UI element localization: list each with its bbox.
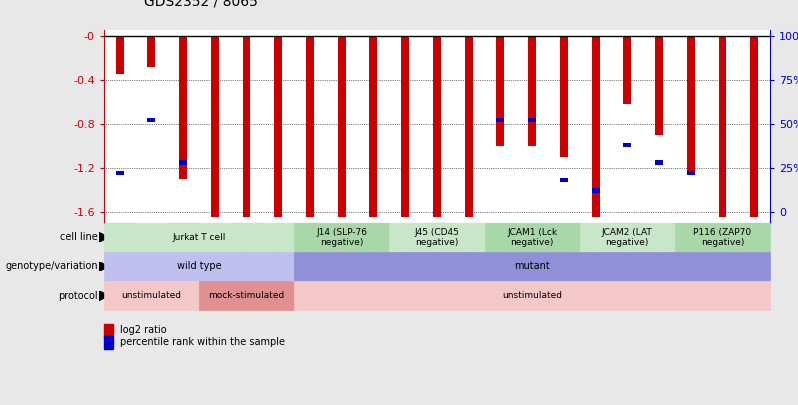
Polygon shape <box>99 262 109 271</box>
Bar <box>464 36 472 217</box>
Bar <box>623 143 631 147</box>
Bar <box>687 171 695 175</box>
Bar <box>591 188 599 193</box>
Text: P116 (ZAP70
negative): P116 (ZAP70 negative) <box>693 228 752 247</box>
Text: wild type: wild type <box>176 262 221 271</box>
Text: J14 (SLP-76
negative): J14 (SLP-76 negative) <box>316 228 367 247</box>
Bar <box>560 36 568 157</box>
Bar <box>750 36 758 217</box>
Text: J45 (CD45
negative): J45 (CD45 negative) <box>414 228 460 247</box>
Bar <box>623 36 631 104</box>
Bar <box>148 118 156 122</box>
Bar <box>560 178 568 182</box>
Text: genotype/variation: genotype/variation <box>6 262 98 271</box>
Bar <box>306 36 314 217</box>
Bar <box>528 118 536 122</box>
Bar <box>433 36 440 217</box>
Text: mock-stimulated: mock-stimulated <box>208 291 285 300</box>
Bar <box>655 160 663 165</box>
Bar <box>275 36 282 217</box>
Text: percentile rank within the sample: percentile rank within the sample <box>120 337 285 347</box>
Bar <box>243 36 251 217</box>
Text: protocol: protocol <box>58 291 98 301</box>
Bar <box>369 36 377 217</box>
Bar <box>148 36 156 67</box>
Polygon shape <box>99 291 109 301</box>
Polygon shape <box>99 232 109 242</box>
Bar <box>211 36 219 217</box>
Bar <box>591 36 599 217</box>
Text: JCAM1 (Lck
negative): JCAM1 (Lck negative) <box>507 228 557 247</box>
Bar <box>179 36 187 179</box>
Bar <box>655 36 663 135</box>
Text: cell line: cell line <box>61 232 98 242</box>
Text: unstimulated: unstimulated <box>121 291 181 300</box>
Bar <box>687 36 695 175</box>
Bar <box>116 36 124 75</box>
Text: Jurkat T cell: Jurkat T cell <box>172 233 226 242</box>
Bar <box>116 171 124 175</box>
Bar <box>338 36 346 217</box>
Text: GDS2352 / 8065: GDS2352 / 8065 <box>144 0 258 8</box>
Text: JCAM2 (LAT
negative): JCAM2 (LAT negative) <box>602 228 653 247</box>
Text: unstimulated: unstimulated <box>502 291 562 300</box>
Bar <box>179 160 187 165</box>
Text: log2 ratio: log2 ratio <box>120 325 166 335</box>
Text: mutant: mutant <box>514 262 550 271</box>
Bar <box>401 36 409 217</box>
Bar <box>718 36 726 217</box>
Bar <box>528 36 536 146</box>
Bar <box>496 36 504 146</box>
Bar <box>496 118 504 122</box>
